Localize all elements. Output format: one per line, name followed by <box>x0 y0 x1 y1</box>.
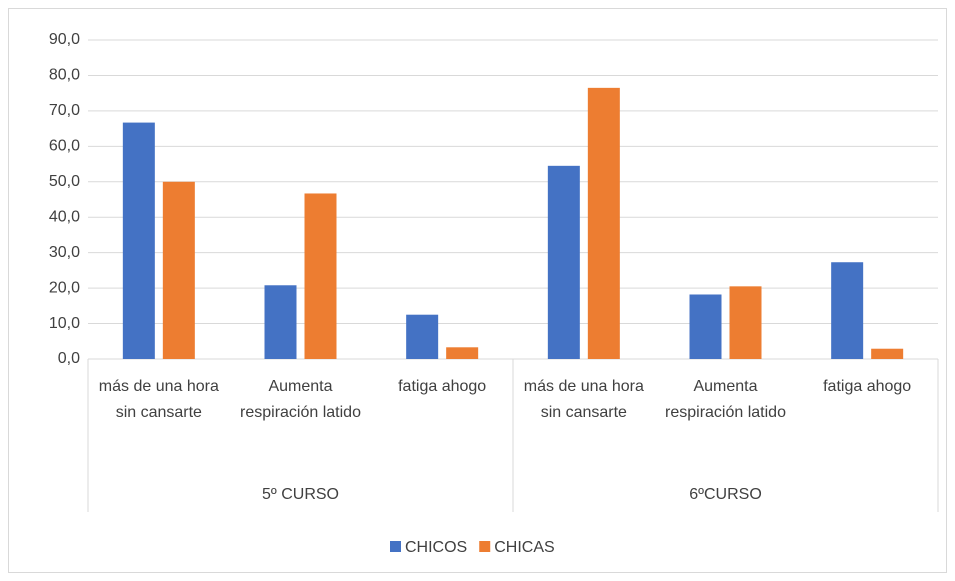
bar <box>122 122 155 359</box>
x-tick-label: más de una hora sin cansarte <box>523 378 644 421</box>
x-tick-label: más de una hora sin cansarte <box>98 378 219 421</box>
bar <box>162 181 195 359</box>
legend-label: CHICAS <box>494 539 554 556</box>
y-tick-label: 20,0 <box>49 279 80 296</box>
bar <box>406 314 439 359</box>
y-tick-label: 30,0 <box>49 244 80 261</box>
bar <box>689 294 722 359</box>
group-label: 5º CURSO <box>262 486 339 503</box>
bar <box>587 87 620 359</box>
legend-label: CHICOS <box>405 539 467 556</box>
group-label: 6ºCURSO <box>689 486 762 503</box>
y-tick-label: 80,0 <box>49 67 80 84</box>
bar <box>729 286 762 359</box>
x-tick-label: Aumenta respiración latido <box>240 378 361 421</box>
x-tick-label: fatiga ahogo <box>398 378 487 395</box>
y-tick-label: 40,0 <box>49 208 80 225</box>
y-tick-label: 10,0 <box>49 315 80 332</box>
y-tick-label: 70,0 <box>49 102 80 119</box>
bar <box>831 262 864 359</box>
legend-swatch <box>479 541 491 552</box>
bar <box>304 193 337 359</box>
bar <box>446 347 479 359</box>
y-tick-label: 60,0 <box>49 138 80 155</box>
x-tick-label: Aumenta respiración latido <box>665 378 786 421</box>
bar <box>264 285 297 359</box>
bar <box>547 165 580 359</box>
bar <box>871 348 904 359</box>
x-tick-label: fatiga ahogo <box>823 378 912 395</box>
y-tick-label: 0,0 <box>58 350 80 367</box>
y-tick-label: 90,0 <box>49 31 80 48</box>
y-tick-label: 50,0 <box>49 173 80 190</box>
legend-swatch <box>390 541 401 552</box>
